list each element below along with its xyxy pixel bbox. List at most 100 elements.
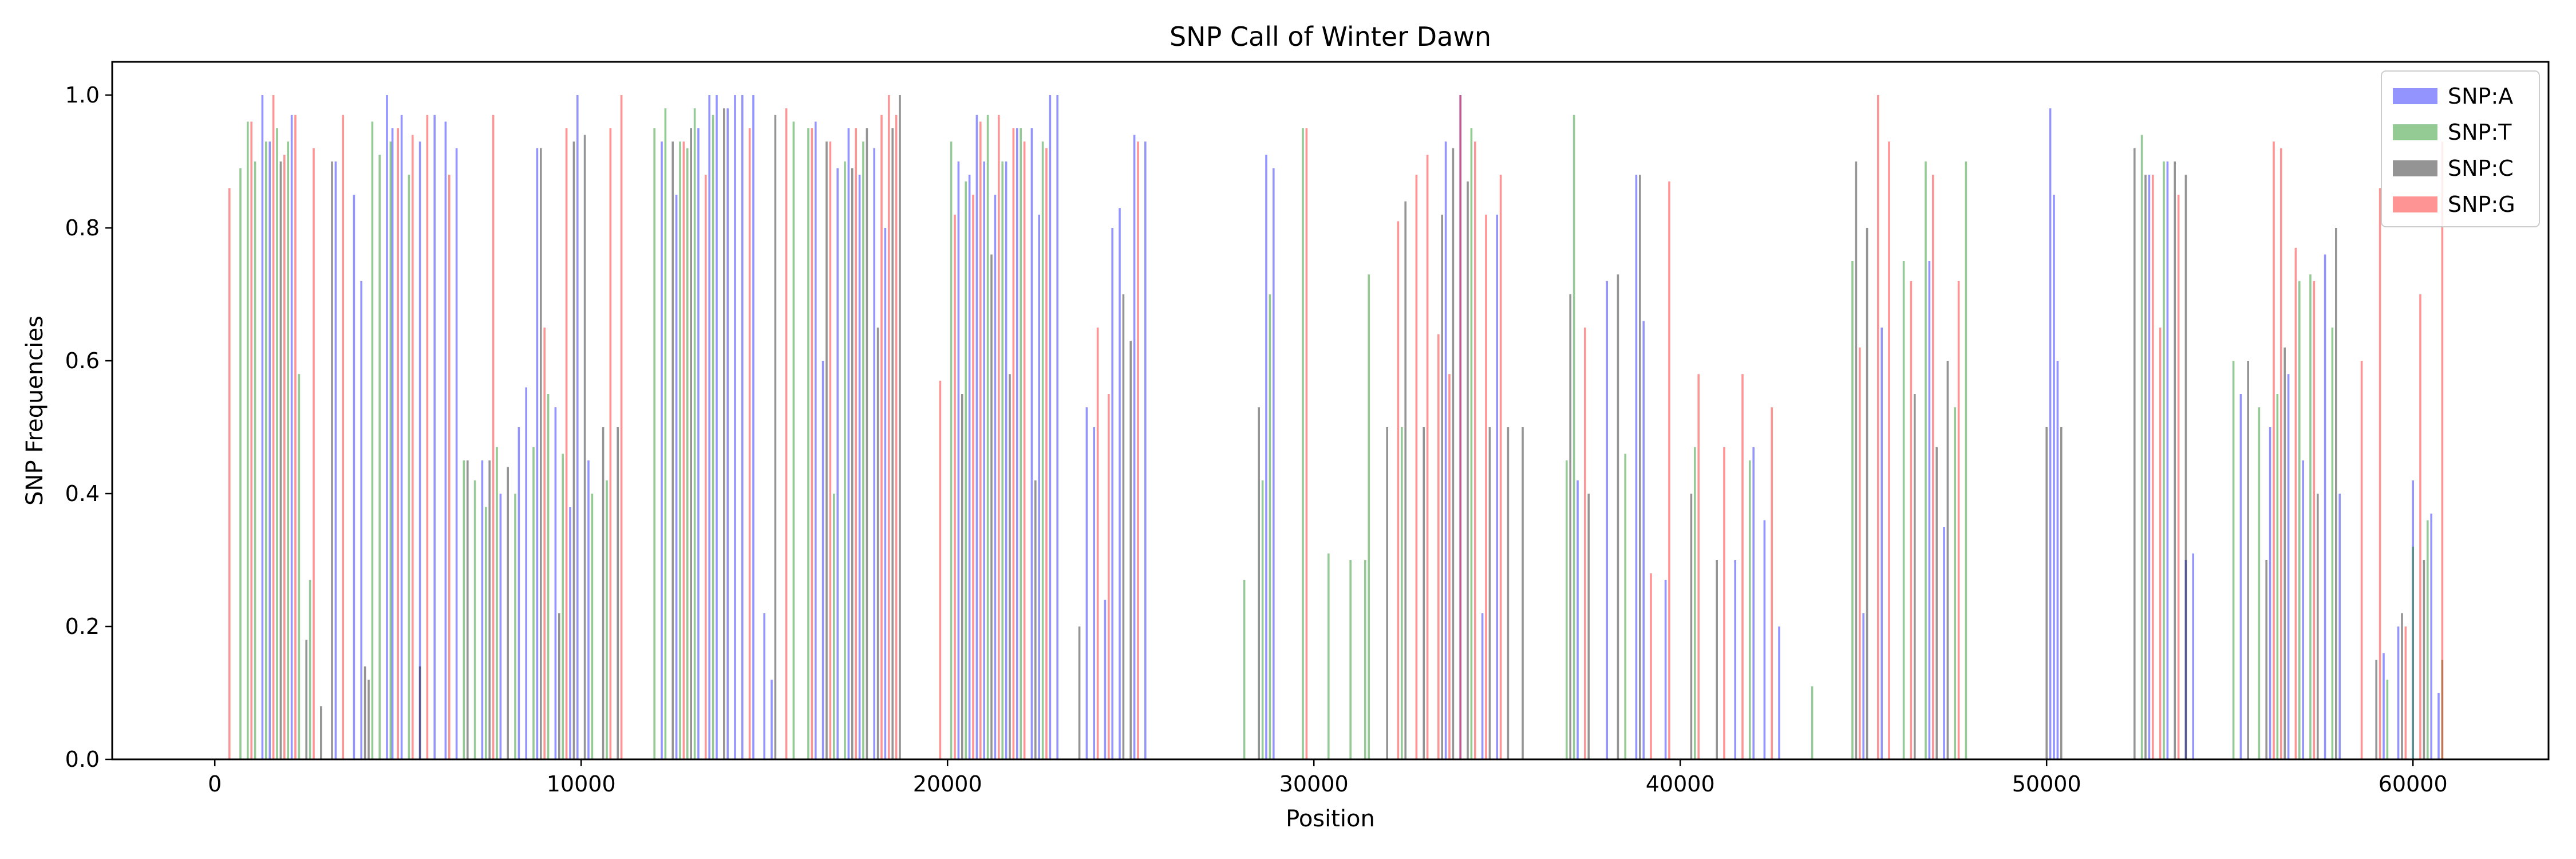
- bar: [1001, 161, 1003, 759]
- bar: [313, 148, 315, 759]
- bar: [1444, 141, 1447, 760]
- bar: [968, 175, 971, 759]
- bar: [342, 115, 344, 759]
- bar: [1763, 520, 1766, 759]
- bar: [1111, 228, 1113, 759]
- bar: [2379, 188, 2381, 759]
- y-axis-label: SNP Frequencies: [22, 316, 48, 506]
- x-axis: 0 10000 20000 30000 40000 50000 60000: [208, 759, 2448, 797]
- bar: [562, 454, 564, 759]
- bar: [1041, 141, 1044, 760]
- bar: [1935, 447, 1938, 759]
- bar: [2184, 175, 2187, 759]
- bar: [290, 115, 293, 759]
- bar: [833, 494, 835, 759]
- bar: [540, 148, 542, 759]
- bar: [287, 141, 289, 760]
- bar: [602, 427, 605, 759]
- bar: [2294, 247, 2297, 759]
- bar: [990, 254, 993, 759]
- bar: [1855, 161, 1858, 759]
- bar: [748, 128, 751, 759]
- bar: [1459, 95, 1461, 759]
- bar: [1723, 447, 1725, 759]
- bar: [2239, 394, 2242, 759]
- bar: [1507, 427, 1510, 759]
- bar: [565, 128, 568, 759]
- bar: [2441, 141, 2444, 760]
- bar: [2269, 427, 2271, 759]
- y-tick-label: 0.6: [65, 348, 100, 373]
- bar: [1734, 560, 1736, 759]
- bar: [2060, 427, 2063, 759]
- bar: [866, 128, 868, 759]
- bar: [2335, 228, 2337, 759]
- bar: [1034, 480, 1037, 759]
- bar: [576, 95, 579, 759]
- bar: [1404, 201, 1406, 760]
- bar: [2313, 281, 2316, 759]
- bar: [2412, 480, 2414, 759]
- legend-swatch: [2393, 124, 2437, 140]
- bar: [572, 141, 575, 760]
- bar: [2309, 274, 2312, 759]
- bar: [360, 281, 362, 759]
- legend-label: SNP:C: [2448, 156, 2514, 181]
- bar: [272, 95, 275, 759]
- bar: [2144, 175, 2147, 759]
- bar: [1397, 221, 1400, 759]
- bar: [2331, 328, 2334, 759]
- bar: [2148, 175, 2151, 759]
- legend-swatch: [2393, 196, 2437, 212]
- bar: [1133, 135, 1136, 760]
- bar: [661, 141, 663, 760]
- bar: [606, 480, 608, 759]
- bar: [298, 374, 301, 759]
- bar: [1522, 427, 1524, 759]
- bar: [1862, 613, 1864, 759]
- bar: [1946, 361, 1949, 759]
- bar: [2192, 553, 2194, 759]
- bar: [1642, 321, 1645, 759]
- bar: [536, 148, 539, 759]
- bar: [587, 460, 590, 759]
- bar: [1368, 274, 1370, 759]
- bar: [1265, 155, 1267, 759]
- bar: [2053, 195, 2055, 759]
- bar: [1664, 580, 1667, 759]
- bar: [2287, 374, 2290, 759]
- series-SNP:A: [261, 95, 2440, 760]
- bar: [1273, 168, 1275, 760]
- bar: [368, 679, 370, 759]
- bar: [975, 115, 978, 759]
- bar: [1485, 214, 1487, 759]
- bar: [1902, 261, 1905, 759]
- bar: [389, 141, 392, 760]
- bar: [2177, 195, 2180, 759]
- bar: [1566, 460, 1568, 759]
- bar: [1415, 175, 1418, 759]
- bar: [1811, 686, 1814, 759]
- bar: [1749, 460, 1751, 759]
- bar: [855, 128, 857, 759]
- bar: [983, 161, 985, 759]
- bar: [811, 128, 813, 759]
- legend: SNP:A SNP:T SNP:C SNP:G: [2381, 70, 2540, 227]
- bar: [1771, 407, 1773, 759]
- x-tick-label: 40000: [1646, 771, 1715, 797]
- bar: [792, 121, 795, 759]
- bar: [2273, 141, 2275, 760]
- bar: [1258, 407, 1260, 759]
- bar: [858, 175, 861, 759]
- y-axis: 0.0 0.2 0.4 0.6 0.8 1.0: [65, 82, 112, 772]
- bar: [1437, 334, 1440, 759]
- bar: [2437, 693, 2440, 759]
- bar: [1261, 480, 1264, 759]
- bar: [2430, 513, 2432, 759]
- bar: [488, 460, 491, 759]
- bar: [2283, 347, 2286, 759]
- bar: [1697, 374, 1700, 759]
- bar: [591, 494, 594, 759]
- bar: [371, 121, 374, 759]
